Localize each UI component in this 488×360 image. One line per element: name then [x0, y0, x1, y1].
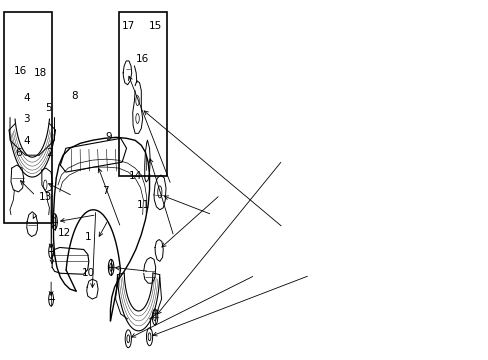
Text: 1: 1	[85, 232, 91, 242]
Text: 18: 18	[34, 68, 47, 78]
Text: 13: 13	[39, 192, 52, 202]
Text: 12: 12	[58, 228, 71, 238]
Text: 3: 3	[23, 113, 30, 123]
Text: 16: 16	[14, 66, 27, 76]
Text: 10: 10	[81, 268, 95, 278]
Bar	[119, 12, 167, 176]
Text: 7: 7	[102, 186, 108, 196]
Text: 15: 15	[148, 21, 162, 31]
Text: 14: 14	[129, 171, 142, 181]
Text: 5: 5	[45, 103, 52, 113]
Text: 8: 8	[71, 91, 78, 101]
Text: 4: 4	[23, 136, 30, 146]
Text: 16: 16	[135, 54, 148, 64]
Bar	[4, 12, 52, 223]
Text: 11: 11	[137, 200, 150, 210]
Text: 6: 6	[15, 148, 22, 158]
Text: 4: 4	[23, 93, 30, 103]
Text: 2: 2	[46, 148, 53, 158]
Text: 17: 17	[122, 21, 135, 31]
Text: 9: 9	[105, 132, 112, 142]
